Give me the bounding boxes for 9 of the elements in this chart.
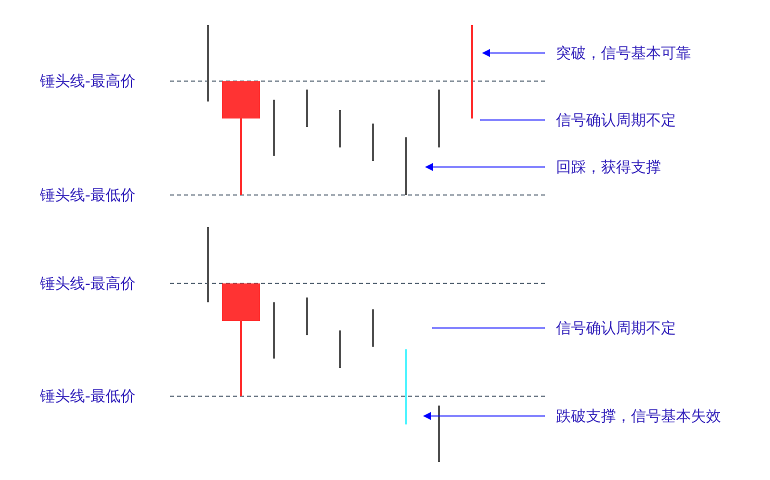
ref-line-label: 锤头线-最高价 [39,72,136,90]
annotation: 回踩，获得支撑 [425,158,661,176]
annotation: 信号确认周期不定 [432,319,676,337]
annotation: 跌破支撑，信号基本失效 [423,407,721,425]
ref-line-label: 锤头线-最低价 [39,387,136,406]
annotation: 突破，信号基本可靠 [482,44,691,62]
annotation: 信号确认周期不定 [480,111,676,129]
ref-line-label: 锤头线-最低价 [39,186,136,204]
ref-line-label: 锤头线-最高价 [39,274,136,292]
